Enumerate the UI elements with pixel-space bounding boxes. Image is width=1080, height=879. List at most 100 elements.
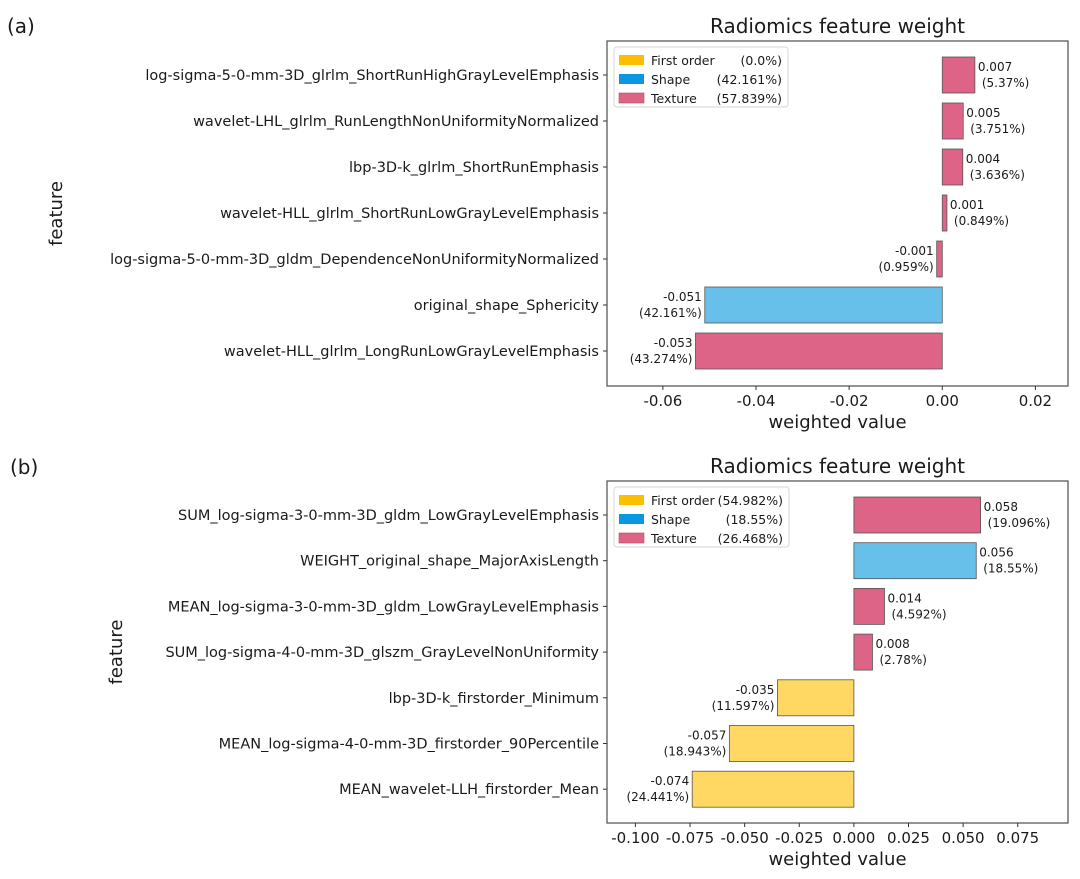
x-tick-label: -0.04 — [737, 392, 776, 410]
legend-label: First order — [651, 53, 715, 68]
bar-percent-label: (0.849%) — [954, 214, 1009, 228]
legend-label: Texture — [650, 91, 697, 106]
bar-value-label: 0.014 — [887, 591, 921, 605]
y-axis-label: feature — [106, 620, 127, 685]
bar-percent-label: (24.441%) — [626, 790, 689, 804]
bar — [941, 148, 964, 186]
legend: First order (54.982%) Shape (18.55%) Texture… — [613, 486, 790, 548]
bar-percent-label: (43.274%) — [630, 352, 693, 366]
x-tick-label: -0.100 — [611, 829, 659, 847]
y-tick-label: lbp-3D-k_glrlm_ShortRunEmphasis — [349, 160, 599, 176]
bar — [777, 679, 855, 717]
y-tick-label: lbp-3D-k_firstorder_Minimum — [389, 691, 599, 707]
legend-swatch — [619, 55, 644, 65]
legend-frame — [613, 46, 789, 108]
legend-swatch — [619, 74, 644, 84]
bar-value-label: -0.074 — [651, 774, 690, 788]
y-tick-label: SUM_log-sigma-3-0-mm-3D_gldm_LowGrayLeve… — [178, 508, 599, 524]
bar-value-label: 0.005 — [966, 106, 1000, 120]
bar-percent-label: (42.161%) — [639, 306, 702, 320]
x-axis-label: weighted value — [768, 849, 906, 870]
bar-value-label: -0.053 — [654, 336, 693, 350]
x-axis-label: weighted value — [768, 412, 906, 433]
legend-swatch — [619, 495, 644, 505]
y-tick-label: wavelet-HLL_glrlm_LongRunLowGrayLevelEmp… — [224, 344, 599, 360]
bar-value-label: 0.001 — [950, 198, 984, 212]
bar-value-label: 0.008 — [875, 637, 909, 651]
bar — [704, 286, 943, 324]
bar — [853, 496, 982, 534]
y-tick-label: MEAN_log-sigma-4-0-mm-3D_firstorder_90Pe… — [219, 737, 599, 753]
bar — [936, 240, 943, 278]
bar — [941, 102, 964, 140]
bar — [728, 725, 855, 762]
bar-value-label: 0.004 — [966, 152, 1000, 166]
bar-percent-label: (5.37%) — [982, 76, 1029, 90]
legend-label: First order — [651, 493, 715, 508]
legend-swatch — [619, 514, 644, 524]
bar-percent-label: (3.636%) — [970, 168, 1025, 182]
y-tick-label: MEAN_log-sigma-3-0-mm-3D_gldm_LowGrayLev… — [168, 599, 599, 615]
chart-title: Radiomics feature weight — [710, 14, 965, 38]
bar-percent-label: (2.78%) — [879, 653, 926, 667]
y-tick-label: WEIGHT_original_shape_MajorAxisLength — [300, 554, 599, 570]
x-tick-label: -0.025 — [775, 829, 823, 847]
x-tick-label: 0.000 — [832, 829, 875, 847]
y-tick-label: log-sigma-5-0-mm-3D_gldm_DependenceNonUn… — [110, 252, 599, 268]
y-tick-label: SUM_log-sigma-4-0-mm-3D_glszm_GrayLevelN… — [165, 645, 599, 661]
legend-percent: (57.839%) — [717, 91, 782, 106]
bar-percent-label: (11.597%) — [712, 699, 775, 713]
legend: First order (0.0%) Shape (42.161%) Texture (5… — [613, 46, 789, 108]
x-tick-label: 0.02 — [1019, 392, 1052, 410]
x-tick-label: -0.02 — [830, 392, 869, 410]
bar — [853, 542, 977, 580]
chart-panel-b: (b) Radiomics feature weight SUM_log-sigma… — [10, 454, 1069, 870]
y-tick-label: original_shape_Sphericity — [414, 298, 600, 314]
x-tick-label: 0.025 — [887, 829, 930, 847]
bar-value-label: 0.056 — [979, 546, 1013, 560]
y-tick-label: wavelet-HLL_glrlm_ShortRunLowGrayLevelEm… — [220, 206, 599, 222]
bar-value-label: 0.007 — [978, 60, 1012, 74]
y-tick-label: MEAN_wavelet-LLH_firstorder_Mean — [339, 782, 599, 798]
legend-percent: (0.0%) — [740, 53, 782, 68]
bar-percent-label: (0.959%) — [879, 260, 934, 274]
y-axis-label: feature — [46, 181, 67, 246]
panel-label: (b) — [10, 455, 38, 479]
legend-label: Shape — [651, 512, 690, 527]
bar-percent-label: (18.943%) — [664, 745, 727, 759]
chart-panel-a: (a) Radiomics feature weight log-sigma-5-0… — [7, 14, 1069, 433]
y-tick-label: log-sigma-5-0-mm-3D_glrlm_ShortRunHighGr… — [145, 68, 599, 84]
x-tick-label: -0.075 — [666, 829, 714, 847]
x-tick-label: 0.00 — [926, 392, 959, 410]
bar-value-label: -0.051 — [663, 290, 702, 304]
bar-value-label: -0.001 — [895, 244, 934, 258]
bar-value-label: -0.057 — [688, 729, 727, 743]
legend-swatch — [618, 532, 645, 544]
bar — [853, 633, 873, 671]
x-tick-label: -0.06 — [643, 392, 682, 410]
legend-label: Texture — [650, 531, 697, 546]
bar-percent-label: (18.55%) — [983, 562, 1038, 576]
legend-swatch — [618, 92, 645, 104]
bar — [691, 770, 855, 808]
bar-percent-label: (3.751%) — [970, 122, 1025, 136]
x-tick-label: 0.050 — [942, 829, 985, 847]
bar-percent-label: (4.592%) — [891, 607, 946, 621]
chart-title: Radiomics feature weight — [710, 454, 965, 478]
legend-percent: (42.161%) — [717, 72, 782, 87]
x-tick-label: 0.075 — [996, 829, 1039, 847]
y-tick-label: wavelet-LHL_glrlm_RunLengthNonUniformity… — [193, 114, 599, 130]
bar-value-label: 0.058 — [984, 500, 1018, 514]
legend-percent: (18.55%) — [726, 512, 783, 527]
bar — [853, 588, 885, 625]
legend-frame — [613, 486, 790, 548]
bar-value-label: -0.035 — [736, 683, 775, 697]
legend-percent: (26.468%) — [718, 531, 783, 546]
bar — [695, 332, 943, 370]
x-tick-label: -0.050 — [720, 829, 768, 847]
bar-percent-label: (19.096%) — [988, 516, 1051, 530]
panel-label: (a) — [7, 14, 35, 38]
legend-label: Shape — [651, 72, 690, 87]
legend-percent: (54.982%) — [718, 493, 783, 508]
